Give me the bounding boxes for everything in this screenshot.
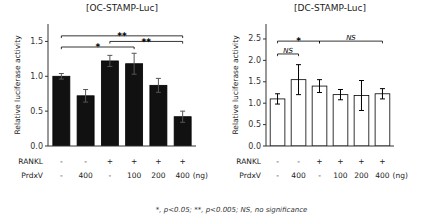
bar <box>101 61 118 146</box>
category-label: 100 <box>127 171 142 180</box>
footnote: *, p<0.05; **, p<0.005; NS, no significa… <box>156 206 308 214</box>
category-label: 400 <box>291 171 306 180</box>
row-label: PrdxV <box>239 171 262 180</box>
category-label: + <box>337 157 343 166</box>
category-label: 100 <box>333 171 348 180</box>
unit-label: (ng) <box>193 171 208 180</box>
y-tick-label: 1.5 <box>30 37 43 46</box>
category-label: - <box>84 157 87 166</box>
category-label: - <box>297 157 300 166</box>
y-axis-label: Relative luciferase activity <box>13 35 22 135</box>
error-bar <box>180 111 185 122</box>
bar <box>126 64 143 146</box>
row-label: RANKL <box>236 157 262 166</box>
category-label: 400 <box>78 171 93 180</box>
error-bar <box>338 89 343 99</box>
y-tick <box>263 103 266 104</box>
significance-label: ** <box>142 37 152 47</box>
y-tick <box>45 146 48 147</box>
chart: 0.0 0.5 1.0 1.5 [OC-STAMP-Luc] Relative lucif… <box>0 0 421 224</box>
bar <box>77 96 94 146</box>
y-tick-label: 1.5 <box>248 77 261 86</box>
category-label: - <box>276 171 279 180</box>
error-bar <box>380 89 385 99</box>
category-label: 200 <box>151 171 166 180</box>
y-tick-label: 2.5 <box>248 34 261 43</box>
category-label: 400 <box>375 171 390 180</box>
y-tick <box>263 38 266 39</box>
panel: 0.0 0.5 1.0 1.5 2.0 2.5 [DC-STAMP-Luc] Relative… <box>231 3 408 180</box>
category-label: 200 <box>354 171 369 180</box>
bar <box>375 94 390 146</box>
category-label: + <box>358 157 364 166</box>
y-tick-label: 2.0 <box>248 56 261 65</box>
y-tick <box>45 76 48 77</box>
title: [OC-STAMP-Luc] <box>86 3 158 13</box>
category-label: + <box>316 157 322 166</box>
y-tick-label: 1.0 <box>248 99 261 108</box>
category-label: + <box>107 157 113 166</box>
title: [DC-STAMP-Luc] <box>294 3 366 13</box>
bar <box>333 95 348 146</box>
significance-label: * <box>296 36 301 46</box>
category-label: + <box>180 157 186 166</box>
bar <box>150 85 167 146</box>
significance-label: * <box>95 42 100 52</box>
error-bar <box>59 73 64 79</box>
significance-label: ** <box>117 31 127 41</box>
error-bar <box>359 81 364 111</box>
unit-label: (ng) <box>392 171 407 180</box>
category-label: - <box>60 157 63 166</box>
error-bar <box>156 78 161 92</box>
y-tick-label: 0.0 <box>248 142 261 151</box>
bar <box>270 99 285 146</box>
category-label: - <box>276 157 279 166</box>
row-label: PrdxV <box>21 171 44 180</box>
category-label: - <box>318 171 321 180</box>
category-label: - <box>109 171 112 180</box>
y-axis-label: Relative luciferase activity <box>231 35 240 135</box>
error-bar <box>107 55 112 66</box>
marks <box>53 53 191 146</box>
y-tick-label: 0.5 <box>248 120 261 129</box>
row-label: RANKL <box>18 157 44 166</box>
category-label: + <box>131 157 137 166</box>
y-tick-label: 0.5 <box>30 107 43 116</box>
y-tick <box>45 41 48 42</box>
y-tick <box>263 124 266 125</box>
y-axis <box>266 24 267 146</box>
marks <box>270 65 390 146</box>
error-bar <box>296 65 301 95</box>
y-tick <box>263 146 266 147</box>
y-tick-label: 1.0 <box>30 72 43 81</box>
significance-label: NS <box>283 47 293 55</box>
significance-label: NS <box>346 34 356 42</box>
error-bar <box>132 53 137 74</box>
category-label: + <box>155 157 161 166</box>
y-axis <box>48 24 49 146</box>
error-bar <box>83 90 88 103</box>
y-tick-label: 0.0 <box>30 142 43 151</box>
category-label: - <box>60 171 63 180</box>
error-bar <box>275 94 280 104</box>
y-tick <box>45 111 48 112</box>
bar <box>312 86 327 146</box>
x-axis <box>266 146 394 147</box>
panel: 0.0 0.5 1.0 1.5 [OC-STAMP-Luc] Relative lucif… <box>13 3 208 180</box>
error-bar <box>317 80 322 93</box>
bar <box>53 76 70 146</box>
category-label: + <box>379 157 385 166</box>
y-tick <box>263 60 266 61</box>
y-tick <box>263 81 266 82</box>
category-label: 400 <box>175 171 190 180</box>
x-axis <box>48 146 196 147</box>
